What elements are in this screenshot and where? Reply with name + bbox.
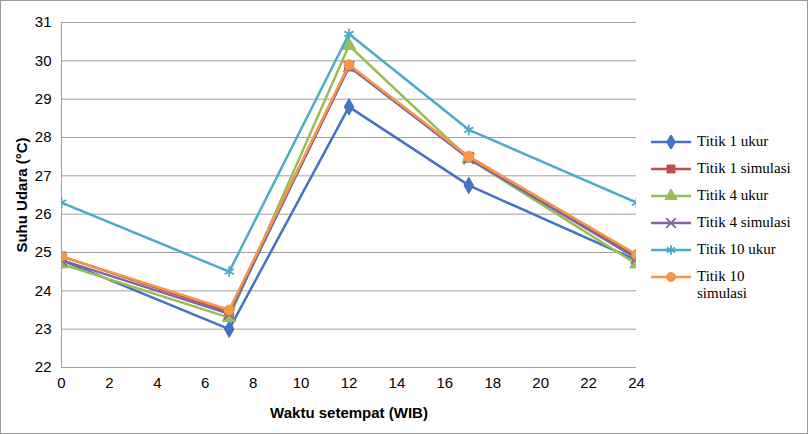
svg-text:23: 23 bbox=[35, 320, 52, 337]
svg-text:25: 25 bbox=[35, 243, 52, 260]
svg-text:2: 2 bbox=[105, 374, 113, 391]
html-text:Titik 4 ukur: Titik 4 ukur bbox=[697, 186, 769, 203]
svg-text:28: 28 bbox=[35, 128, 52, 145]
svg-text:22: 22 bbox=[580, 374, 597, 391]
svg-text:Suhu Udara (°C): Suhu Udara (°C) bbox=[13, 137, 30, 252]
svg-text:31: 31 bbox=[35, 13, 52, 30]
svg-text:6: 6 bbox=[201, 374, 209, 391]
svg-text:29: 29 bbox=[35, 90, 52, 107]
svg-text:Waktu setempat (WIB): Waktu setempat (WIB) bbox=[270, 404, 428, 421]
svg-text:8: 8 bbox=[249, 374, 257, 391]
svg-text:14: 14 bbox=[389, 374, 406, 391]
svg-text:10: 10 bbox=[293, 374, 310, 391]
svg-text:22: 22 bbox=[35, 358, 52, 375]
svg-text:24: 24 bbox=[35, 282, 52, 299]
svg-text:24: 24 bbox=[628, 374, 645, 391]
svg-text:30: 30 bbox=[35, 52, 52, 69]
html-text:Titik 10 ukur: Titik 10 ukur bbox=[697, 240, 776, 257]
html-text:Titik 1 simulasi: Titik 1 simulasi bbox=[697, 159, 791, 176]
svg-text:27: 27 bbox=[35, 167, 52, 184]
svg-text:4: 4 bbox=[153, 374, 161, 391]
svg-text:18: 18 bbox=[484, 374, 501, 391]
svg-text:0: 0 bbox=[57, 374, 65, 391]
html-text:Titik 10 simulasi: Titik 10 simulasi bbox=[697, 267, 747, 301]
svg-text:16: 16 bbox=[436, 374, 453, 391]
svg-text:20: 20 bbox=[532, 374, 549, 391]
html-text:Titik 1 ukur: Titik 1 ukur bbox=[697, 132, 769, 149]
html-text:Titik 4 simulasi: Titik 4 simulasi bbox=[697, 213, 791, 230]
svg-text:12: 12 bbox=[341, 374, 358, 391]
svg-text:26: 26 bbox=[35, 205, 52, 222]
